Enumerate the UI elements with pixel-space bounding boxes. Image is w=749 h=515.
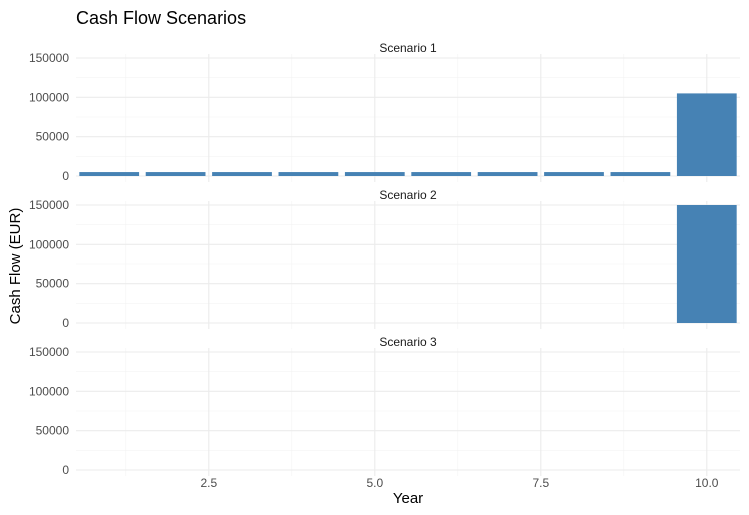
bar [544,172,604,176]
bar [145,172,206,176]
y-tick-label: 150000 [29,51,69,65]
facet-panels: Scenario 1 0 50000 100000 150000 Scenario 2 0 5… [29,41,740,490]
y-tick-label: 100000 [29,90,69,104]
bar [79,172,140,176]
x-axis-title: Year [393,490,423,507]
bar [212,172,272,176]
panel-3: Scenario 3 0 50000 100000 150000 [29,335,740,477]
bar [344,172,405,176]
y-tick-label: 0 [62,316,69,330]
y-axis-title: Cash Flow (EUR) [7,208,24,325]
chart-title: Cash Flow Scenarios [76,8,246,28]
y-tick-label: 50000 [36,130,70,144]
bar [676,93,737,176]
y-tick-label: 50000 [36,277,70,291]
y-tick-label: 0 [62,169,69,183]
x-tick-label: 7.5 [532,476,549,490]
bar [676,205,737,323]
strip-label: Scenario 1 [379,41,437,55]
y-tick-label: 150000 [29,345,69,359]
y-tick-label: 100000 [29,384,69,398]
bar [411,172,472,176]
y-tick-label: 0 [62,463,69,477]
x-tick-label: 10.0 [695,476,719,490]
panel-1: Scenario 1 0 50000 100000 150000 [29,41,740,183]
strip-label: Scenario 2 [379,188,437,202]
y-tick-label: 100000 [29,237,69,251]
bar [278,172,339,176]
panel-2: Scenario 2 0 50000 100000 150000 [29,188,740,330]
bar [610,172,671,176]
bar [477,172,538,176]
y-tick-label: 50000 [36,424,70,438]
strip-label: Scenario 3 [379,335,437,349]
x-tick-label: 2.5 [200,476,217,490]
y-tick-label: 150000 [29,198,69,212]
x-tick-label: 5.0 [366,476,383,490]
